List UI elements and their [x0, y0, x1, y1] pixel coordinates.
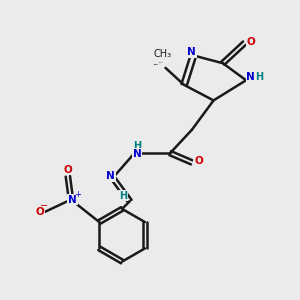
Text: O: O [64, 164, 72, 175]
Text: methyl: methyl [154, 64, 159, 65]
Text: −: − [40, 201, 48, 211]
Text: N: N [106, 171, 115, 181]
Text: N: N [188, 47, 196, 57]
Text: N: N [133, 149, 141, 159]
Text: H: H [119, 190, 127, 201]
Text: +: + [74, 190, 81, 200]
Text: CH₃: CH₃ [153, 49, 172, 59]
Text: N: N [246, 71, 255, 82]
Text: H: H [133, 141, 141, 151]
Text: O: O [36, 207, 44, 217]
Text: H: H [255, 71, 263, 82]
Text: methyl: methyl [158, 62, 163, 63]
Text: O: O [247, 37, 256, 46]
Text: N: N [68, 195, 77, 205]
Text: O: O [194, 156, 203, 166]
